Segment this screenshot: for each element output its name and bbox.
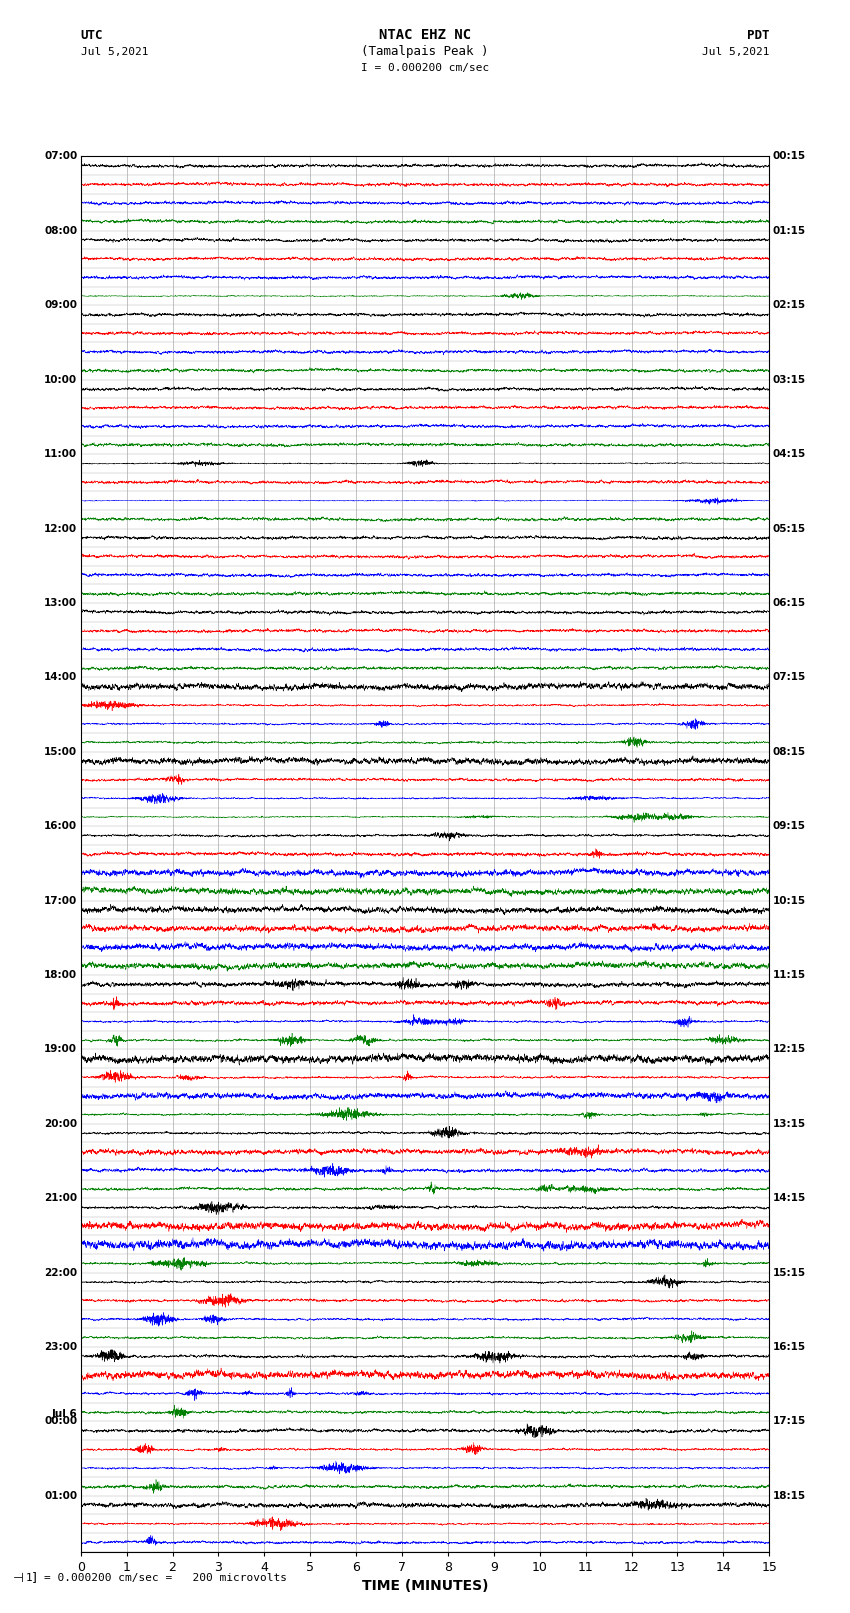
Text: 08:00: 08:00 [44,226,77,235]
Text: 12:00: 12:00 [44,524,77,534]
Text: (Tamalpais Peak ): (Tamalpais Peak ) [361,45,489,58]
Text: 18:15: 18:15 [773,1490,806,1500]
Text: 21:00: 21:00 [44,1194,77,1203]
Text: 17:00: 17:00 [44,895,77,905]
Text: 13:00: 13:00 [44,598,77,608]
Text: 23:00: 23:00 [44,1342,77,1352]
Text: 17:15: 17:15 [773,1416,806,1426]
Text: 02:15: 02:15 [773,300,806,310]
Text: 12:15: 12:15 [773,1045,806,1055]
Text: Jul 6: Jul 6 [52,1408,77,1419]
Text: 00:00: 00:00 [44,1416,77,1426]
Text: 11:15: 11:15 [773,969,806,981]
Text: 13:15: 13:15 [773,1119,806,1129]
Text: 06:15: 06:15 [773,598,806,608]
Text: UTC: UTC [81,29,103,42]
Text: 10:15: 10:15 [773,895,806,905]
Text: 04:15: 04:15 [773,448,806,460]
Text: 16:15: 16:15 [773,1342,806,1352]
Text: 11:00: 11:00 [44,448,77,460]
Text: 01:00: 01:00 [44,1490,77,1500]
Text: I = 0.000200 cm/sec: I = 0.000200 cm/sec [361,63,489,73]
X-axis label: TIME (MINUTES): TIME (MINUTES) [362,1579,488,1594]
Text: PDT: PDT [747,29,769,42]
Text: 22:00: 22:00 [44,1268,77,1277]
Text: $\dashv$: $\dashv$ [10,1571,24,1584]
Text: = 0.000200 cm/sec =   200 microvolts: = 0.000200 cm/sec = 200 microvolts [44,1573,287,1582]
Text: 09:15: 09:15 [773,821,806,831]
Text: NTAC EHZ NC: NTAC EHZ NC [379,29,471,42]
Text: 08:15: 08:15 [773,747,806,756]
Text: Jul 5,2021: Jul 5,2021 [702,47,769,56]
Text: 19:00: 19:00 [44,1045,77,1055]
Text: 14:15: 14:15 [773,1194,806,1203]
Text: 07:00: 07:00 [44,152,77,161]
Text: ]: ] [32,1571,37,1584]
Text: 14:00: 14:00 [44,673,77,682]
Text: 15:15: 15:15 [773,1268,806,1277]
Text: 18:00: 18:00 [44,969,77,981]
Text: 03:15: 03:15 [773,374,806,384]
Text: 16:00: 16:00 [44,821,77,831]
Text: Jul 5,2021: Jul 5,2021 [81,47,148,56]
Text: 00:15: 00:15 [773,152,806,161]
Text: 01:15: 01:15 [773,226,806,235]
Text: 20:00: 20:00 [44,1119,77,1129]
Text: 09:00: 09:00 [44,300,77,310]
Text: 07:15: 07:15 [773,673,806,682]
Text: 1: 1 [26,1573,32,1582]
Text: 15:00: 15:00 [44,747,77,756]
Text: 10:00: 10:00 [44,374,77,384]
Text: 05:15: 05:15 [773,524,806,534]
